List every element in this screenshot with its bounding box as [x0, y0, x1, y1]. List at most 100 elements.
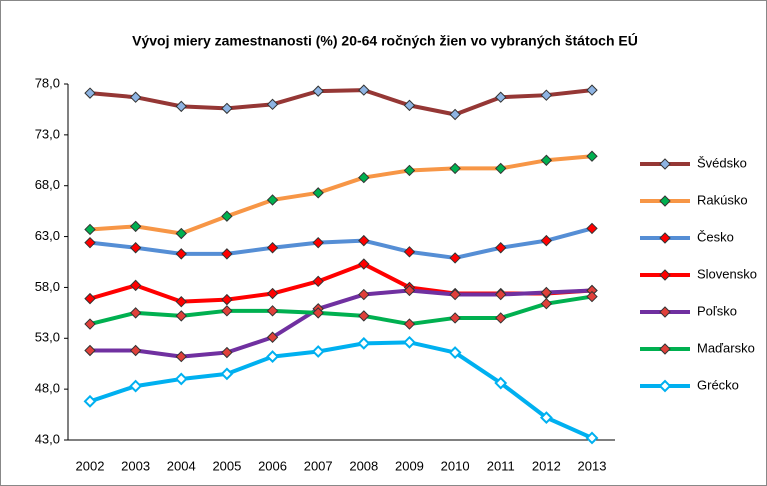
x-tick-label: 2010 [441, 458, 470, 473]
marker [84, 318, 96, 330]
marker [358, 234, 370, 247]
x-tick-label: 2012 [532, 458, 561, 473]
marker [358, 288, 370, 301]
marker [129, 91, 142, 103]
marker [266, 287, 279, 300]
series-line [90, 288, 593, 359]
marker [539, 411, 553, 425]
y-tick-label: 48,0 [35, 381, 60, 396]
marker [266, 305, 279, 317]
legend-label: Švédsko [697, 155, 747, 170]
marker [266, 242, 279, 254]
legend-marker [659, 343, 671, 355]
marker [449, 312, 461, 324]
marker [84, 344, 96, 357]
marker [221, 346, 233, 359]
marker [358, 84, 370, 96]
marker [540, 286, 553, 299]
legend-marker [658, 379, 672, 393]
marker [221, 102, 233, 115]
series-line [89, 340, 593, 440]
marker [586, 222, 598, 235]
marker [358, 310, 370, 322]
marker [495, 242, 507, 254]
marker [495, 312, 507, 324]
legend-marker [659, 232, 671, 244]
marker [175, 248, 187, 260]
marker [221, 305, 233, 317]
x-tick-label: 2002 [76, 458, 105, 473]
marker [129, 344, 142, 357]
marker [266, 98, 279, 111]
marker [495, 288, 507, 301]
legend-label: Česko [697, 229, 734, 244]
marker [495, 162, 507, 175]
marker [266, 194, 279, 206]
marker [312, 307, 324, 319]
y-tick-label: 63,0 [35, 228, 60, 243]
marker [83, 394, 97, 408]
marker [175, 350, 187, 363]
legend-marker [659, 306, 671, 318]
marker [266, 331, 279, 343]
y-tick-label: 58,0 [35, 279, 60, 294]
marker [175, 227, 187, 240]
marker [357, 336, 371, 350]
marker [449, 252, 461, 264]
marker [403, 284, 416, 297]
series-line [89, 88, 593, 117]
marker [358, 171, 370, 184]
marker [221, 210, 233, 222]
marker [312, 187, 324, 199]
series-line [89, 226, 593, 260]
marker [585, 431, 599, 445]
marker [84, 223, 96, 236]
legend-label: Grécko [697, 377, 739, 392]
legend-label: Slovensko [697, 266, 757, 281]
legend-marker [659, 158, 671, 170]
x-tick-label: 2007 [304, 458, 333, 473]
marker [449, 162, 461, 175]
y-tick-label: 68,0 [35, 177, 60, 192]
series-line [89, 294, 593, 327]
y-tick-label: 78,0 [35, 75, 60, 90]
marker [494, 376, 508, 390]
marker [403, 335, 416, 349]
x-tick-label: 2011 [487, 458, 515, 473]
marker [495, 91, 507, 103]
x-tick-label: 2003 [121, 458, 150, 473]
marker [540, 154, 553, 166]
marker [84, 292, 96, 305]
marker [540, 297, 553, 310]
marker [129, 220, 142, 233]
y-tick-label: 53,0 [35, 330, 60, 345]
marker [175, 310, 187, 322]
legend-label: Poľsko [697, 303, 737, 318]
marker [311, 345, 325, 358]
x-tick-label: 2005 [212, 458, 241, 473]
marker [586, 84, 598, 96]
marker [84, 87, 96, 99]
marker [540, 234, 553, 247]
marker [84, 236, 96, 249]
marker [174, 372, 188, 386]
x-tick-label: 2009 [395, 458, 424, 473]
marker [448, 346, 462, 359]
marker [449, 288, 461, 301]
marker [129, 379, 143, 393]
x-tick-label: 2008 [349, 458, 378, 473]
series-line [89, 154, 593, 236]
x-tick-label: 2013 [578, 458, 607, 473]
marker [540, 89, 553, 101]
x-tick-label: 2004 [167, 458, 196, 473]
chart-title: Vývoj miery zamestnanosti (%) 20-64 ročn… [132, 32, 638, 49]
y-tick-label: 43,0 [35, 431, 60, 446]
legend-marker [659, 269, 671, 281]
marker [449, 108, 461, 121]
x-tick-label: 2006 [258, 458, 287, 473]
marker [358, 258, 370, 270]
marker [586, 290, 598, 303]
marker [220, 367, 234, 381]
y-tick-label: 73,0 [35, 126, 60, 141]
